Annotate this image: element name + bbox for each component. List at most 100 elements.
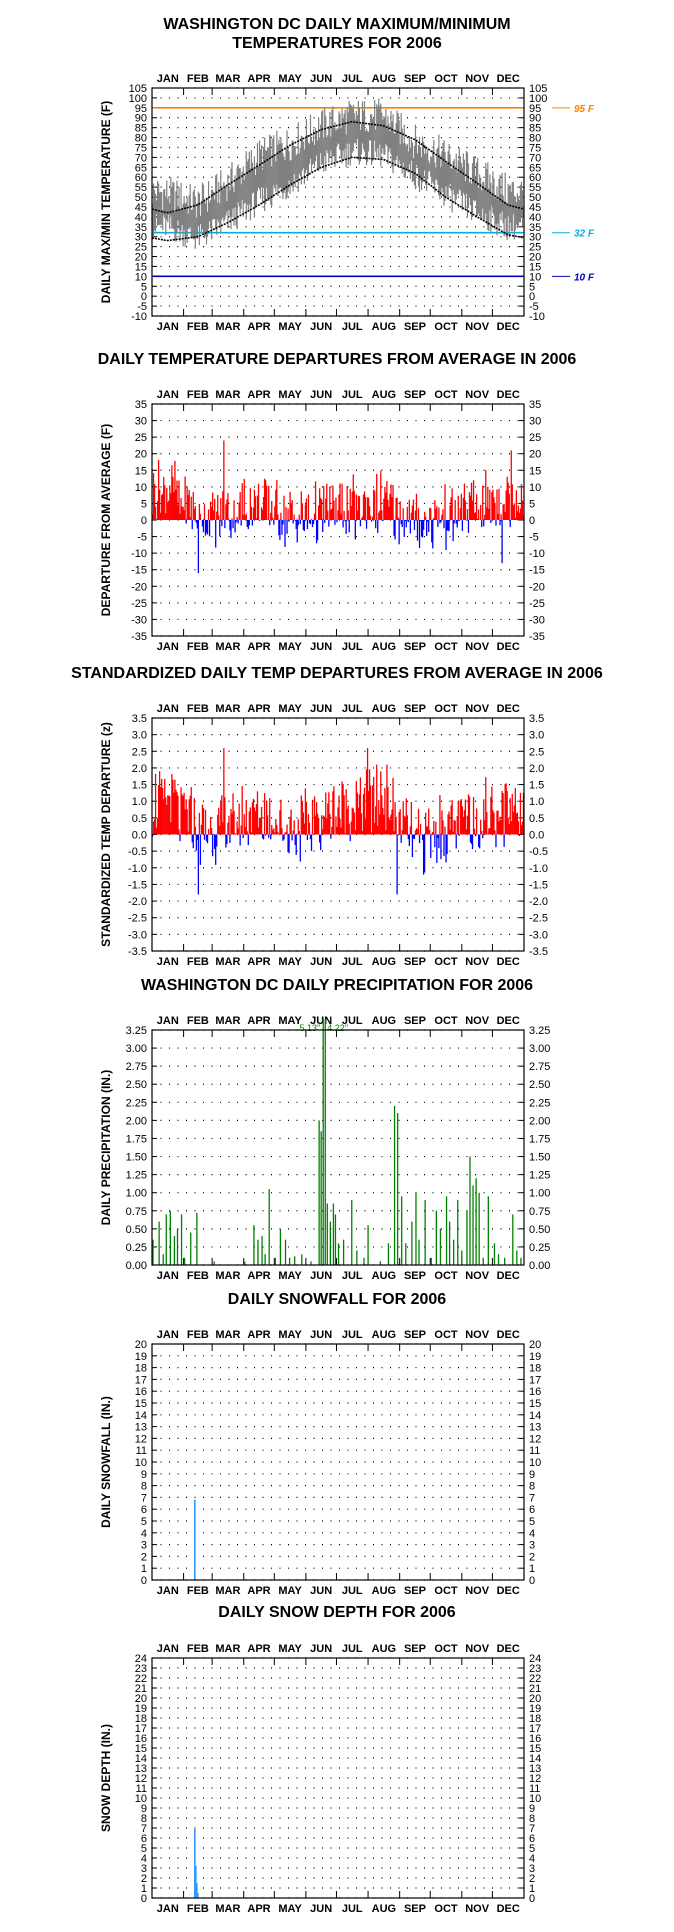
precip-ytick-label-left: 1.00 xyxy=(126,1188,147,1200)
standardized-month-label-top: JUN xyxy=(310,703,332,715)
maxmin-ytick-label-right: 105 xyxy=(529,83,547,95)
departure-ytick-label-left: 15 xyxy=(135,465,147,477)
departure-month-label-top: DEC xyxy=(497,389,520,401)
departure-ytick-label-right: 15 xyxy=(529,465,541,477)
departure-ytick-label-right: -30 xyxy=(529,614,545,626)
snowfall-ytick-label-left: 6 xyxy=(141,1504,147,1516)
maxmin-ytick-label-right: 50 xyxy=(529,192,541,204)
snowdepth-ytick-label-right: 3 xyxy=(529,1863,535,1875)
snowdepth-ytick-label-right: 16 xyxy=(529,1733,541,1745)
snowdepth-month-label-top: SEP xyxy=(404,1643,426,1655)
maxmin-ytick-label-right: 15 xyxy=(529,261,541,273)
standardized-month-label-top: MAY xyxy=(278,703,302,715)
precip-ytick-label-right: 0.75 xyxy=(529,1206,550,1218)
snowfall-title: DAILY SNOWFALL FOR 2006 xyxy=(227,1291,447,1308)
snowdepth-ytick-label-left: 0 xyxy=(141,1893,147,1905)
snowdepth-bars xyxy=(194,1829,199,1898)
maxmin-month-label-top: SEP xyxy=(404,73,426,85)
snowfall-ytick-label-right: 0 xyxy=(529,1575,535,1587)
maxmin-month-label-bottom: MAR xyxy=(215,321,240,333)
snowfall-month-label-top: SEP xyxy=(404,1329,426,1341)
snowfall-month-label-top: APR xyxy=(247,1329,270,1341)
precip-month-label-bottom: MAY xyxy=(278,1270,302,1282)
maxmin-ytick-label-left: 0 xyxy=(141,291,147,303)
departure-month-label-bottom: NOV xyxy=(465,641,490,653)
departure-month-label-bottom: MAY xyxy=(278,641,302,653)
maxmin-month-label-top: MAR xyxy=(215,73,240,85)
standardized-ytick-label-left: 2.0 xyxy=(132,763,147,775)
departure-ylabel: DEPARTURE FROM AVERAGE (F) xyxy=(99,424,113,616)
standardized-title: STANDARDIZED DAILY TEMP DEPARTURES FROM … xyxy=(71,665,603,682)
snowdepth-ytick-label-left: 20 xyxy=(135,1693,147,1705)
maxmin-month-label-top: APR xyxy=(247,73,270,85)
departure-month-label-bottom: MAR xyxy=(215,641,240,653)
standardized-month-label-top: NOV xyxy=(465,703,490,715)
precip-month-label-top: DEC xyxy=(497,1015,520,1027)
snowfall-month-label-bottom: AUG xyxy=(372,1585,396,1597)
snowdepth-ytick-label-right: 6 xyxy=(529,1833,535,1845)
maxmin-ytick-label-left: 15 xyxy=(135,261,147,273)
precip-ytick-label-right: 1.50 xyxy=(529,1152,550,1164)
maxmin-ytick-label-right: -10 xyxy=(529,311,545,323)
standardized-ytick-label-right: -3.5 xyxy=(529,946,548,958)
precip-ytick-label-left: 2.50 xyxy=(126,1079,147,1091)
precip-bars xyxy=(152,1019,522,1265)
snowdepth-title: DAILY SNOW DEPTH FOR 2006 xyxy=(218,1604,456,1621)
snowdepth-ytick-label-left: 8 xyxy=(141,1813,147,1825)
snowdepth-ytick-label-left: 1 xyxy=(141,1883,147,1895)
standardized-ytick-label-right: -1.0 xyxy=(529,863,548,875)
departure-ytick-label-left: -5 xyxy=(137,532,147,544)
snowfall-month-label-bottom: FEB xyxy=(187,1585,209,1597)
snowdepth-month-label-bottom: JUN xyxy=(310,1903,332,1915)
departure-title: DAILY TEMPERATURE DEPARTURES FROM AVERAG… xyxy=(97,351,577,368)
snowfall-ytick-label-right: 11 xyxy=(529,1445,540,1457)
snowdepth-ytick-label-right: 22 xyxy=(529,1673,541,1685)
standardized-month-label-top: JUL xyxy=(342,703,363,715)
maxmin-month-label-top: AUG xyxy=(372,73,396,85)
ref-label-10: 10 F xyxy=(574,272,595,283)
precip-month-label-bottom: MAR xyxy=(215,1270,240,1282)
snowdepth-month-label-top: FEB xyxy=(187,1643,209,1655)
maxmin-ytick-label-left: -10 xyxy=(131,311,147,323)
snowfall-ytick-label-left: 1 xyxy=(141,1563,147,1575)
snowfall-ytick-label-left: 7 xyxy=(141,1492,147,1504)
snowdepth-month-label-top: APR xyxy=(247,1643,270,1655)
departure-month-label-top: SEP xyxy=(404,389,426,401)
departure-ytick-label-left: 35 xyxy=(135,399,147,411)
standardized-month-label-bottom: MAY xyxy=(278,956,302,968)
standardized-ytick-label-right: 2.5 xyxy=(529,746,544,758)
standardized-ytick-label-right: 2.0 xyxy=(529,763,544,775)
maxmin-ytick-label-right: 95 xyxy=(529,103,541,115)
standardized-ytick-label-left: 1.5 xyxy=(132,780,147,792)
maxmin-ytick-label-right: 90 xyxy=(529,113,541,125)
snowfall-ytick-label-left: 13 xyxy=(135,1422,147,1434)
standardized-month-label-top: OCT xyxy=(434,703,458,715)
precip-ytick-label-right: 2.50 xyxy=(529,1079,550,1091)
standardized-month-label-bottom: JAN xyxy=(157,956,179,968)
precip-month-label-bottom: OCT xyxy=(434,1270,458,1282)
standardized-ytick-label-left: 0.0 xyxy=(132,830,147,842)
departure-month-label-bottom: JUN xyxy=(310,641,332,653)
standardized-month-label-top: SEP xyxy=(404,703,426,715)
standardized-month-label-top: JAN xyxy=(157,703,179,715)
departure-chart: -35 -35 -30 -30 -25 -25 -20 -20 -15 -15 -10 -10 -5 -5… xyxy=(99,389,545,653)
standardized-ytick-label-right: 0.5 xyxy=(529,813,544,825)
precip-ytick-label-left: 2.00 xyxy=(126,1115,147,1127)
precip-month-label-top: JUL xyxy=(342,1015,363,1027)
standardized-ytick-label-right: -3.0 xyxy=(529,929,548,941)
standardized-ytick-label-left: 3.5 xyxy=(132,713,147,725)
standardized-ytick-label-left: -1.5 xyxy=(128,879,147,891)
snowfall-month-label-bottom: JAN xyxy=(157,1585,179,1597)
precip-ytick-label-left: 2.25 xyxy=(126,1097,147,1109)
precip-ytick-label-right: 0.50 xyxy=(529,1224,550,1236)
snowdepth-ytick-label-right: 13 xyxy=(529,1763,541,1775)
standardized-ytick-label-left: -2.5 xyxy=(128,913,147,925)
maxmin-month-label-bottom: FEB xyxy=(187,321,209,333)
standardized-ytick-label-left: 0.5 xyxy=(132,813,147,825)
standardized-bars xyxy=(151,747,525,895)
maxmin-month-label-top: JAN xyxy=(157,73,179,85)
maxmin-ytick-label-left: 40 xyxy=(135,212,147,224)
departure-bars xyxy=(151,440,525,574)
